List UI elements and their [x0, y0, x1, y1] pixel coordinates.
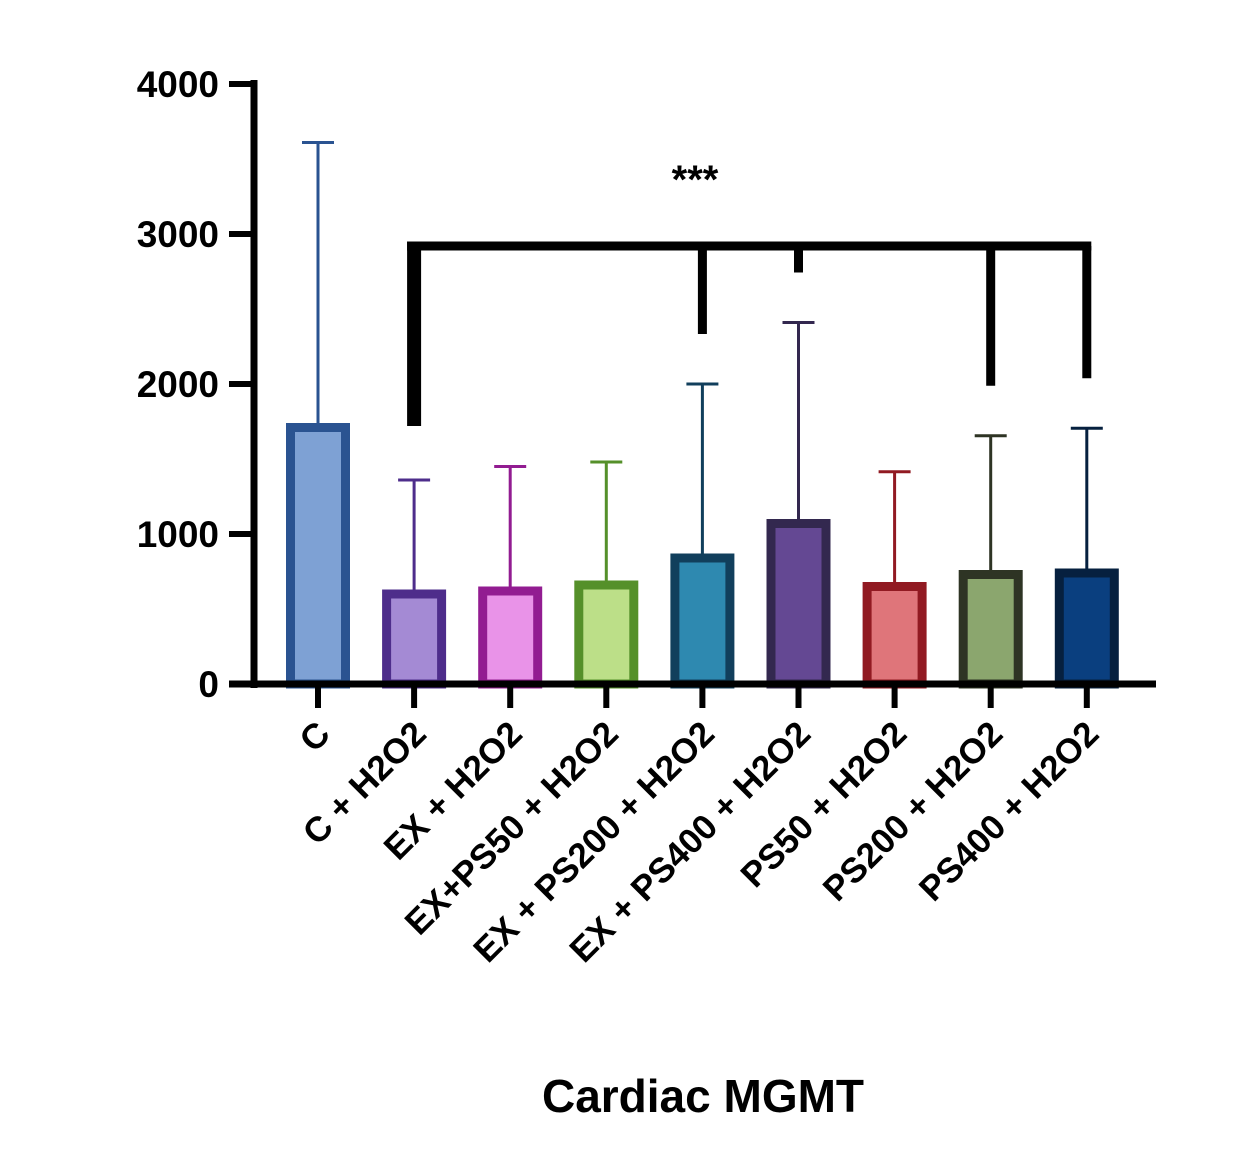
- x-tick-label-c: C: [292, 714, 337, 759]
- y-tick-label-4000: 4000: [137, 64, 219, 105]
- y-tick-label-3000: 3000: [137, 214, 219, 255]
- x-tick-label-ps50-h2o2: PS50 + H2O2: [733, 714, 914, 895]
- y-tick-label-0: 0: [198, 664, 219, 705]
- bar-ex-ps400-h2o2: [766, 519, 831, 689]
- bar-c-h2o2: [382, 589, 447, 689]
- significance-label: ***: [672, 158, 719, 202]
- bar-ps400-h2o2: [1054, 568, 1119, 689]
- error-bars-group: [302, 141, 1103, 594]
- y-tick-label-1000: 1000: [137, 514, 219, 555]
- y-ticks-group: 0 1000 2000 3000 4000: [137, 64, 254, 705]
- bar-ps50-h2o2: [862, 582, 927, 689]
- x-axis-title: Cardiac MGMT: [542, 1070, 864, 1122]
- bar-c: [286, 423, 350, 689]
- y-tick-label-2000: 2000: [137, 364, 219, 405]
- bar-ex-ps200-h2o2: [670, 553, 735, 689]
- significance-bracket: ***: [407, 158, 1092, 426]
- bar-ex-ps50-h2o2: [574, 580, 639, 689]
- bars-group: [286, 423, 1119, 689]
- x-tick-label-ps400-h2o2: PS400 + H2O2: [912, 714, 1107, 909]
- bar-ex-h2o2: [478, 586, 543, 689]
- bar-ps200-h2o2: [958, 570, 1023, 689]
